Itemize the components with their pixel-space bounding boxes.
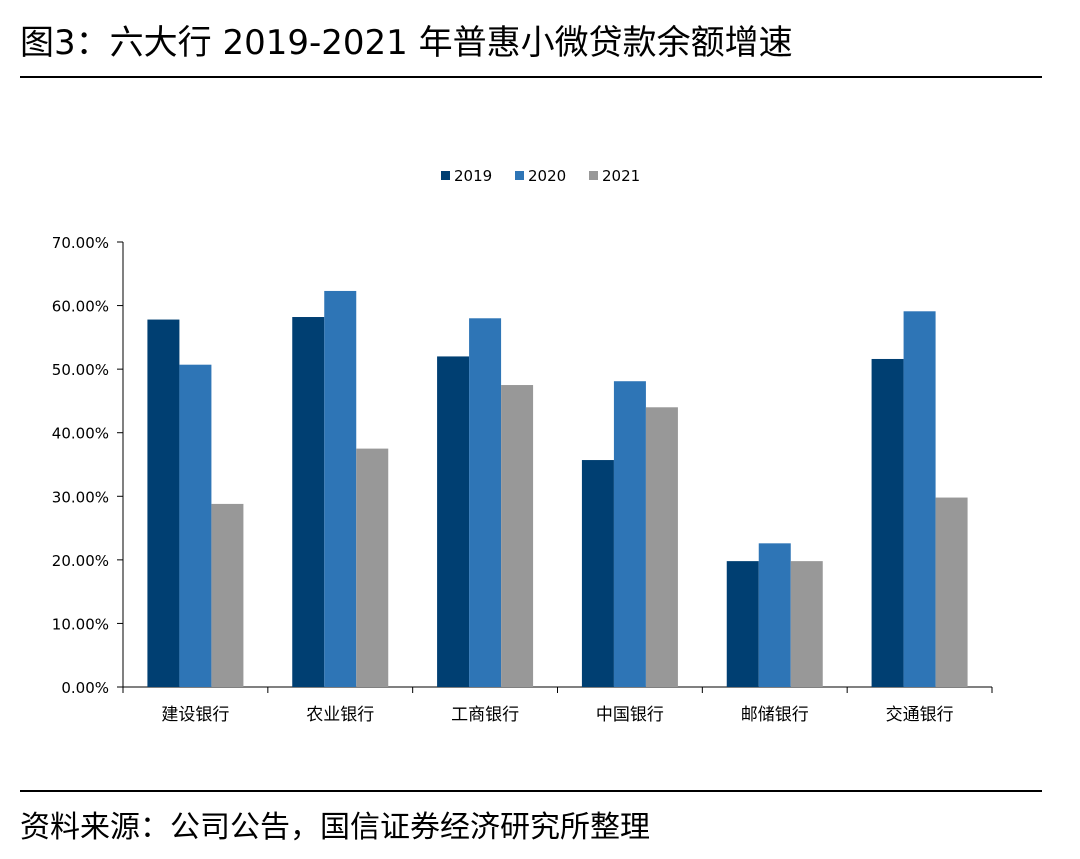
bar-2019 — [147, 319, 180, 687]
bar-2019 — [871, 358, 904, 687]
x-tick-label: 交通银行 — [886, 705, 954, 725]
bar-2021 — [645, 407, 678, 687]
bar-2020 — [758, 543, 791, 687]
y-axis: 0.00% 10.00% 20.00% 30.00% 40.00% 50.00% 60.00… — [52, 234, 124, 697]
y-tick-label: 30.00% — [52, 488, 109, 506]
x-tick-label: 邮储银行 — [741, 705, 809, 725]
bar-2020 — [903, 311, 936, 687]
legend-label: 2019 — [454, 167, 492, 185]
legend-swatch — [441, 171, 450, 180]
bars-group — [147, 290, 968, 687]
bar-2021 — [356, 448, 389, 687]
chart-legend: 2019 2020 2021 — [441, 167, 640, 185]
bar-chart: 2019 2020 2021 0.00% 10.00% 20.00% 30.00% 40.0… — [52, 167, 993, 725]
y-tick-label: 40.00% — [52, 425, 109, 443]
bar-2021 — [501, 385, 534, 687]
bar-2020 — [613, 381, 646, 687]
source-divider — [20, 790, 1042, 792]
x-tick-label: 中国银行 — [596, 705, 664, 725]
y-tick-label: 50.00% — [52, 361, 109, 379]
x-tick-label: 工商银行 — [451, 705, 519, 725]
bar-2020 — [469, 318, 502, 687]
x-tick-label: 建设银行 — [161, 705, 229, 725]
title-divider — [20, 76, 1042, 78]
legend-label: 2020 — [528, 167, 566, 185]
bar-2020 — [324, 290, 357, 687]
y-tick-label: 0.00% — [61, 679, 109, 697]
legend-swatch — [589, 171, 598, 180]
y-tick-label: 20.00% — [52, 552, 109, 570]
bar-2019 — [292, 317, 325, 687]
y-tick-label: 10.00% — [52, 615, 109, 633]
bar-2020 — [179, 364, 212, 687]
y-tick-label: 60.00% — [52, 298, 109, 316]
x-tick-label: 农业银行 — [306, 705, 374, 725]
bar-2021 — [935, 497, 968, 687]
bar-2019 — [581, 460, 614, 687]
x-axis: 建设银行 农业银行 工商银行 中国银行 邮储银行 交通银行 — [122, 686, 993, 725]
bar-2019 — [726, 561, 759, 687]
legend-label: 2021 — [602, 167, 640, 185]
legend-swatch — [515, 171, 524, 180]
y-tick-label: 70.00% — [52, 234, 109, 252]
bar-2019 — [437, 356, 470, 687]
source-note: 资料来源：公司公告，国信证券经济研究所整理 — [20, 810, 650, 845]
figure-title: 图3：六大行 2019-2021 年普惠小微贷款余额增速 — [20, 23, 793, 63]
bar-2021 — [790, 561, 823, 687]
bar-2021 — [211, 503, 244, 687]
